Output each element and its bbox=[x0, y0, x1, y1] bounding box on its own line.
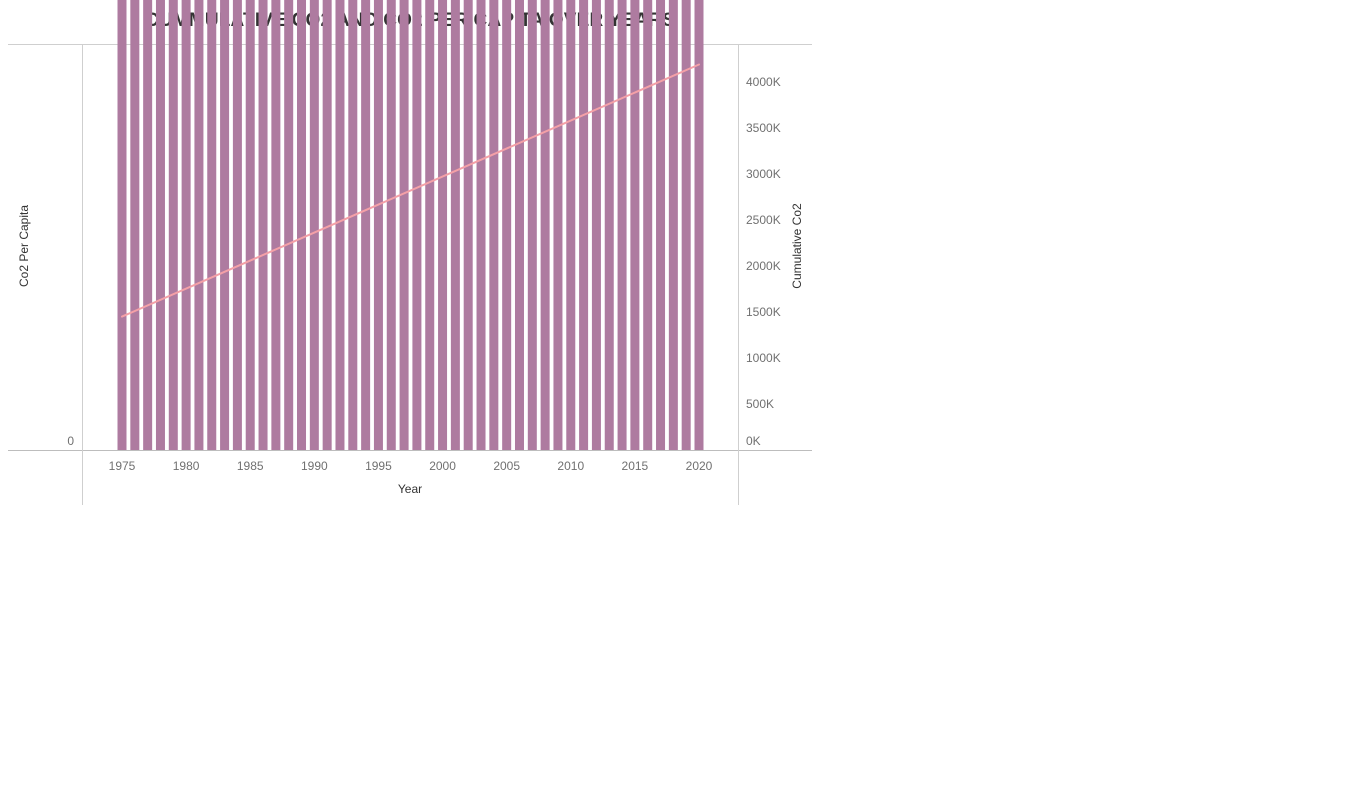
y-tick-label: 0 bbox=[67, 434, 74, 448]
x-tick-label: 2000 bbox=[429, 459, 456, 473]
bar-2019 bbox=[681, 0, 691, 450]
x-axis-ticks: 1975 1980 1985 1990 1995 2000 2005 2010 2015 2020 bbox=[109, 459, 713, 473]
y-axis-label: Co2 Per Capita bbox=[17, 205, 31, 287]
x-tick-label: 1985 bbox=[237, 459, 264, 473]
x-axis-label: Year bbox=[398, 482, 422, 496]
x-tick-label: 1995 bbox=[365, 459, 392, 473]
bar-1993 bbox=[348, 0, 358, 450]
bar-2010 bbox=[566, 0, 576, 450]
bar-2007 bbox=[527, 0, 537, 450]
bar-1991 bbox=[322, 0, 332, 450]
axis-frame bbox=[8, 44, 812, 505]
bar-2008 bbox=[540, 0, 550, 450]
bar-2013 bbox=[604, 0, 614, 450]
bar-2018 bbox=[668, 0, 678, 450]
bar-2011 bbox=[579, 0, 589, 450]
bar-1975 bbox=[117, 0, 127, 450]
x-tick-label: 2015 bbox=[622, 459, 649, 473]
bar-2012 bbox=[591, 0, 601, 450]
bar-1980 bbox=[181, 0, 191, 450]
bar-2016 bbox=[643, 0, 653, 450]
gridlines bbox=[122, 45, 700, 450]
cumulative-line-series bbox=[121, 63, 700, 318]
x-tick-label: 1990 bbox=[301, 459, 328, 473]
bar-1996 bbox=[386, 0, 396, 450]
bar-1998 bbox=[412, 0, 422, 450]
y2-axis-label: Cumulative Co2 bbox=[790, 203, 804, 289]
cumulative-co2-line bbox=[121, 63, 700, 318]
bar-1981 bbox=[194, 0, 204, 450]
bar-1987 bbox=[271, 0, 281, 450]
y2-tick-label: 4000K bbox=[746, 75, 781, 89]
bar-2004 bbox=[489, 0, 499, 450]
bar-2017 bbox=[656, 0, 666, 450]
bar-1994 bbox=[361, 0, 371, 450]
bar-1984 bbox=[232, 0, 242, 450]
bar-2000 bbox=[438, 0, 448, 450]
bar-1986 bbox=[258, 0, 268, 450]
left-axis-ticks: 0200400600800100012001400 bbox=[67, 434, 74, 448]
bar-1983 bbox=[220, 0, 230, 450]
bar-2005 bbox=[502, 0, 512, 450]
bar-2020 bbox=[694, 0, 704, 450]
y2-tick-label: 2500K bbox=[746, 213, 781, 227]
bar-1979 bbox=[168, 0, 178, 450]
y2-tick-label: 0K bbox=[746, 434, 761, 448]
bar-2014 bbox=[617, 0, 627, 450]
bar-1985 bbox=[245, 0, 255, 450]
bar-1992 bbox=[335, 0, 345, 450]
bar-1995 bbox=[373, 0, 383, 450]
bar-series bbox=[117, 0, 704, 450]
y2-tick-label: 3000K bbox=[746, 167, 781, 181]
bar-1982 bbox=[207, 0, 217, 450]
bar-1976 bbox=[130, 0, 140, 450]
bar-2015 bbox=[630, 0, 640, 450]
y2-tick-label: 2000K bbox=[746, 259, 781, 273]
bar-2002 bbox=[463, 0, 473, 450]
bar-1997 bbox=[399, 0, 409, 450]
x-tick-label: 1980 bbox=[173, 459, 200, 473]
bar-1978 bbox=[155, 0, 165, 450]
bar-2006 bbox=[514, 0, 524, 450]
y2-tick-label: 1500K bbox=[746, 305, 781, 319]
y2-tick-label: 1000K bbox=[746, 351, 781, 365]
x-tick-label: 1975 bbox=[109, 459, 136, 473]
y2-tick-label: 500K bbox=[746, 397, 774, 411]
bar-1989 bbox=[297, 0, 307, 450]
x-tick-label: 2010 bbox=[557, 459, 584, 473]
bar-1990 bbox=[309, 0, 319, 450]
x-tick-label: 2020 bbox=[686, 459, 713, 473]
bar-2003 bbox=[476, 0, 486, 450]
bar-1988 bbox=[284, 0, 294, 450]
bar-2001 bbox=[450, 0, 460, 450]
y2-tick-label: 3500K bbox=[746, 121, 781, 135]
right-axis-ticks: 0K 500K 1000K 1500K 2000K 2500K 3000K 3500K 4000… bbox=[746, 75, 781, 448]
bar-1999 bbox=[425, 0, 435, 450]
bar-2009 bbox=[553, 0, 563, 450]
x-tick-label: 2005 bbox=[493, 459, 520, 473]
bar-1977 bbox=[143, 0, 153, 450]
